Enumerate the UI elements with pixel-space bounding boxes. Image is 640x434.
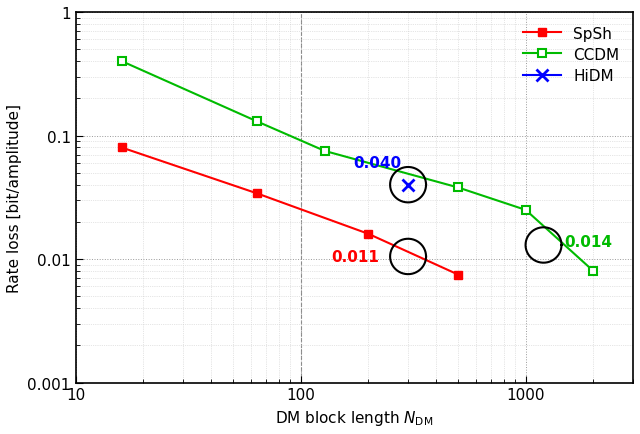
CCDM	[321, 149, 329, 154]
SpSh	[454, 272, 462, 277]
SpSh	[365, 232, 372, 237]
X-axis label: DM block length $N_\mathrm{DM}$: DM block length $N_\mathrm{DM}$	[275, 408, 433, 427]
CCDM	[253, 119, 261, 125]
SpSh	[118, 145, 125, 151]
CCDM	[589, 269, 597, 274]
CCDM	[522, 208, 529, 213]
SpSh	[253, 191, 261, 197]
Text: 0.011: 0.011	[332, 250, 380, 264]
Text: 0.040: 0.040	[354, 156, 402, 171]
Legend: SpSh, CCDM, HiDM: SpSh, CCDM, HiDM	[516, 20, 625, 90]
Y-axis label: Rate loss [bit/amplitude]: Rate loss [bit/amplitude]	[7, 104, 22, 292]
Line: SpSh: SpSh	[118, 144, 462, 279]
Text: 0.014: 0.014	[564, 234, 612, 249]
CCDM	[118, 59, 125, 65]
Line: CCDM: CCDM	[118, 58, 598, 276]
CCDM	[454, 185, 462, 191]
